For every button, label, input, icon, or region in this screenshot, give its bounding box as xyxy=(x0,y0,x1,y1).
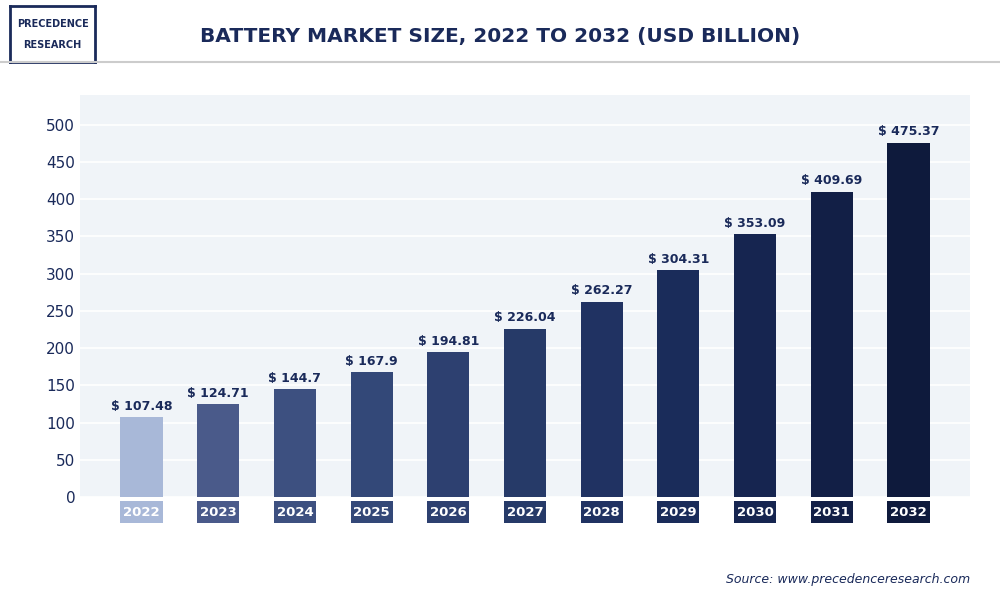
Text: PRECEDENCE: PRECEDENCE xyxy=(17,20,88,30)
Text: 2023: 2023 xyxy=(200,506,237,519)
Text: 2031: 2031 xyxy=(813,506,850,519)
Bar xyxy=(120,417,163,497)
Text: $ 167.9: $ 167.9 xyxy=(345,355,398,368)
Text: $ 409.69: $ 409.69 xyxy=(801,175,862,188)
Bar xyxy=(197,404,239,497)
Bar xyxy=(504,329,546,497)
Text: BATTERY MARKET SIZE, 2022 TO 2032 (USD BILLION): BATTERY MARKET SIZE, 2022 TO 2032 (USD B… xyxy=(200,27,800,46)
Text: $ 144.7: $ 144.7 xyxy=(268,372,321,385)
Text: 2022: 2022 xyxy=(123,506,160,519)
Text: Source: www.precedenceresearch.com: Source: www.precedenceresearch.com xyxy=(726,573,970,586)
Text: 2026: 2026 xyxy=(430,506,467,519)
Text: RESEARCH: RESEARCH xyxy=(23,40,82,50)
Text: $ 262.27: $ 262.27 xyxy=(571,284,632,297)
Text: $ 226.04: $ 226.04 xyxy=(494,311,556,324)
Text: 2027: 2027 xyxy=(507,506,543,519)
Text: $ 124.71: $ 124.71 xyxy=(187,387,249,400)
Bar xyxy=(734,234,776,497)
Text: 2028: 2028 xyxy=(583,506,620,519)
Text: $ 194.81: $ 194.81 xyxy=(418,334,479,348)
Text: $ 475.37: $ 475.37 xyxy=(878,126,939,139)
Bar xyxy=(887,143,930,497)
Bar xyxy=(274,390,316,497)
Bar xyxy=(581,302,623,497)
Bar xyxy=(657,271,699,497)
Text: $ 304.31: $ 304.31 xyxy=(648,253,709,266)
Text: 2029: 2029 xyxy=(660,506,697,519)
Bar xyxy=(811,192,853,497)
Text: 2025: 2025 xyxy=(353,506,390,519)
Text: 2032: 2032 xyxy=(890,506,927,519)
Text: $ 107.48: $ 107.48 xyxy=(111,400,172,413)
Text: 2030: 2030 xyxy=(737,506,774,519)
Bar xyxy=(351,372,393,497)
Text: $ 353.09: $ 353.09 xyxy=(724,217,786,230)
Bar xyxy=(427,352,469,497)
Text: 2024: 2024 xyxy=(277,506,313,519)
